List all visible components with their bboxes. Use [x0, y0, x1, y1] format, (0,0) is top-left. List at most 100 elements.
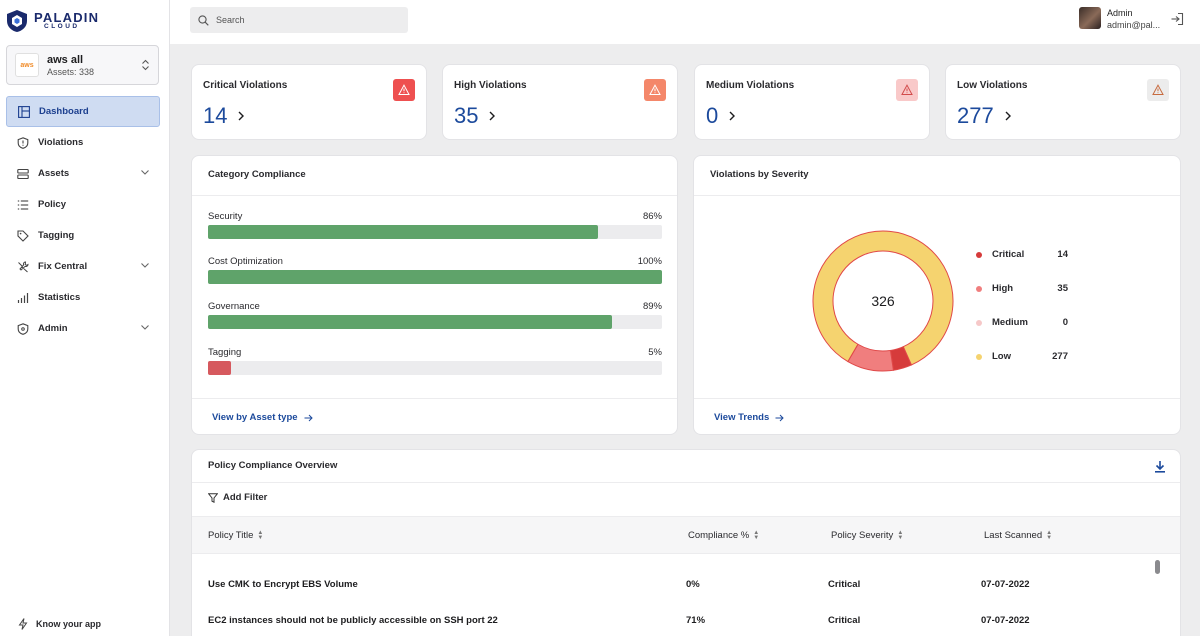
dashboard-icon [17, 105, 31, 119]
policy-title-cell[interactable]: Use CMK to Encrypt EBS Volume [208, 579, 358, 590]
high-count-link[interactable]: 35 [454, 103, 496, 129]
sidebar-item-assets[interactable]: Assets [6, 158, 160, 189]
compliance-bar-governance[interactable]: Governance 89% [208, 301, 662, 329]
warning-icon [398, 84, 410, 95]
brand-sub: CLOUD [44, 23, 80, 31]
download-icon[interactable] [1154, 460, 1166, 473]
wrench-icon [16, 260, 30, 274]
sidebar: PALADIN CLOUD aws aws all Assets: 338 Da… [0, 0, 170, 636]
column-header-severity[interactable]: Policy Severity ▲ ▼ [831, 529, 904, 542]
sidebar-item-tagging[interactable]: Tagging [6, 220, 160, 251]
search-icon [198, 14, 209, 26]
low-count-link[interactable]: 277 [957, 103, 1012, 129]
bar-track [208, 361, 662, 375]
legend-item-critical[interactable]: Critical 14 [976, 249, 1068, 260]
bar-fill [208, 225, 599, 239]
sidebar-item-dashboard[interactable]: Dashboard [6, 96, 160, 127]
bar-label: Security [208, 211, 243, 222]
chevron-down-icon[interactable] [140, 260, 150, 270]
panel-title: Category Compliance [208, 169, 306, 180]
table-scrollbar[interactable] [1155, 560, 1160, 574]
low-warning-badge [1147, 79, 1169, 101]
arrow-right-icon [775, 414, 784, 421]
severity-donut-chart[interactable]: 326 [810, 228, 956, 374]
bar-fill [208, 270, 662, 284]
column-header-last-scanned[interactable]: Last Scanned ▲ ▼ [984, 529, 1053, 542]
chevron-down-icon[interactable] [140, 322, 150, 332]
low-violations-card[interactable]: Low Violations 277 [945, 64, 1181, 140]
warning-icon [649, 84, 661, 95]
warning-icon [1152, 84, 1164, 95]
top-bar: Admin admin@pal... [170, 0, 1200, 44]
donut-slice-low[interactable] [812, 230, 954, 366]
table-row[interactable]: EC2 instances should not be publicly acc… [192, 603, 1180, 636]
legend-label: High [992, 283, 1014, 294]
table-row[interactable]: Use CMK to Encrypt EBS Volume 0% Critica… [192, 567, 1180, 603]
user-email: admin@pal... [1107, 20, 1161, 30]
warning-icon [901, 84, 913, 95]
card-title: Critical Violations [203, 80, 288, 91]
sidebar-item-label: Dashboard [39, 106, 89, 117]
sidebar-item-label: Assets [38, 168, 70, 179]
know-your-app-link[interactable]: Know your app [18, 618, 101, 630]
sidebar-item-admin[interactable]: Admin [6, 313, 160, 344]
critical-warning-badge [393, 79, 415, 101]
sidebar-item-statistics[interactable]: Statistics [6, 282, 160, 313]
shield-icon [16, 136, 30, 150]
policy-title-cell[interactable]: EC2 instances should not be publicly acc… [208, 615, 498, 626]
legend-item-high[interactable]: High 35 [976, 283, 1068, 294]
tag-icon [16, 229, 30, 243]
panel-title: Violations by Severity [710, 169, 809, 180]
shield-icon [16, 322, 30, 336]
view-by-asset-type-link[interactable]: View by Asset type [212, 412, 313, 423]
chevron-right-icon [1005, 111, 1011, 121]
legend-item-medium[interactable]: Medium 0 [976, 317, 1068, 328]
sort-icon: ▲ ▼ [897, 529, 904, 541]
critical-violations-card[interactable]: Critical Violations 14 [191, 64, 427, 140]
bar-percent: 100% [637, 256, 662, 267]
sidebar-item-violations[interactable]: Violations [6, 127, 160, 158]
add-filter-button[interactable]: Add Filter [208, 492, 267, 503]
account-selector[interactable]: aws aws all Assets: 338 [6, 45, 159, 85]
medium-count-link[interactable]: 0 [706, 103, 736, 129]
legend-dot [976, 319, 982, 326]
panel-header: Category Compliance [192, 156, 677, 196]
column-label: Policy Severity [831, 530, 894, 541]
violations-by-severity-panel: Violations by Severity 326 Critical 14 H… [693, 155, 1181, 435]
card-title: Low Violations [957, 80, 1028, 91]
view-trends-link[interactable]: View Trends [714, 412, 784, 423]
sidebar-item-label: Fix Central [38, 261, 88, 272]
card-title: Medium Violations [706, 80, 795, 91]
search-input[interactable] [216, 15, 396, 25]
sidebar-item-fix-central[interactable]: Fix Central [6, 251, 160, 282]
sort-icon: ▲ ▼ [753, 529, 760, 541]
column-header-compliance[interactable]: Compliance % ▲ ▼ [688, 529, 760, 542]
legend-item-low[interactable]: Low 277 [976, 351, 1068, 362]
critical-count-link[interactable]: 14 [203, 103, 245, 129]
lightning-icon [18, 618, 28, 630]
compliance-bar-security[interactable]: Security 86% [208, 211, 662, 239]
avatar[interactable] [1079, 7, 1101, 29]
bar-percent: 86% [642, 211, 662, 222]
legend-dot [976, 285, 982, 292]
bar-track [208, 315, 662, 329]
medium-violations-card[interactable]: Medium Violations 0 [694, 64, 930, 140]
stack-icon [16, 167, 30, 181]
high-violations-card[interactable]: High Violations 35 [442, 64, 678, 140]
compliance-bar-tagging[interactable]: Tagging 5% [208, 347, 662, 375]
user-menu[interactable]: Admin admin@pal... [1079, 7, 1160, 31]
brand-name: PALADIN [34, 10, 100, 26]
chevron-down-icon[interactable] [140, 167, 150, 177]
column-header-policy-title[interactable]: Policy Title ▲ ▼ [208, 530, 263, 542]
search-box[interactable] [190, 7, 408, 33]
bar-fill [208, 361, 231, 375]
know-your-app-label: Know your app [36, 619, 101, 629]
card-count: 14 [203, 103, 228, 128]
paladin-logo[interactable]: PALADIN CLOUD [6, 8, 99, 34]
last-scanned-cell: 07-07-2022 [981, 615, 1030, 626]
sidebar-item-policy[interactable]: Policy [6, 189, 160, 220]
sort-icon: ▲ ▼ [1046, 529, 1053, 541]
card-count: 35 [454, 103, 479, 128]
logout-icon[interactable] [1170, 12, 1184, 26]
compliance-bar-cost-optimization[interactable]: Cost Optimization 100% [208, 256, 662, 284]
